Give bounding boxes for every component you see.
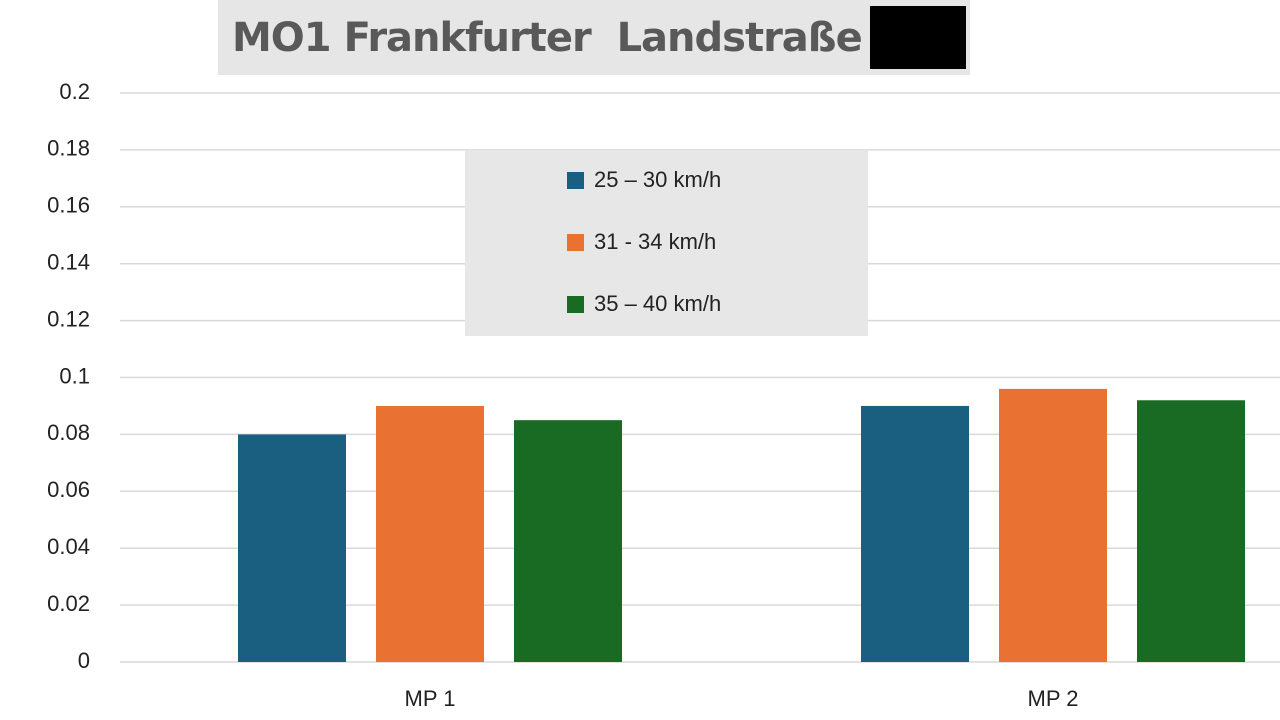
y-tick-label: 0.12 bbox=[47, 306, 90, 331]
bar bbox=[514, 420, 622, 662]
bar bbox=[376, 405, 484, 662]
x-tick-label: MP 1 bbox=[405, 686, 456, 711]
bar bbox=[861, 405, 969, 662]
bar bbox=[1137, 400, 1245, 662]
bar bbox=[238, 434, 346, 662]
y-tick-label: 0 bbox=[78, 648, 90, 673]
y-tick-label: 0.16 bbox=[47, 193, 90, 218]
x-tick-label: MP 2 bbox=[1028, 686, 1079, 711]
y-tick-label: 0.04 bbox=[47, 534, 90, 559]
y-tick-label: 0.06 bbox=[47, 477, 90, 502]
y-tick-label: 0.02 bbox=[47, 591, 90, 616]
y-tick-label: 0.1 bbox=[59, 363, 90, 388]
legend-swatch bbox=[567, 172, 584, 189]
legend-background bbox=[465, 150, 868, 336]
legend-label: 25 – 30 km/h bbox=[594, 167, 721, 192]
y-tick-label: 0.18 bbox=[47, 136, 90, 161]
legend-label: 35 – 40 km/h bbox=[594, 291, 721, 316]
legend-swatch bbox=[567, 296, 584, 313]
chart-title: MO1 Frankfurter Landstraße bbox=[232, 15, 862, 61]
bar bbox=[999, 388, 1107, 662]
y-tick-label: 0.14 bbox=[47, 250, 90, 275]
legend-swatch bbox=[567, 234, 584, 251]
legend-label: 31 - 34 km/h bbox=[594, 229, 716, 254]
title-background bbox=[218, 0, 970, 75]
redaction-box bbox=[870, 6, 966, 69]
y-tick-label: 0.08 bbox=[47, 420, 90, 445]
y-tick-label: 0.2 bbox=[59, 79, 90, 104]
